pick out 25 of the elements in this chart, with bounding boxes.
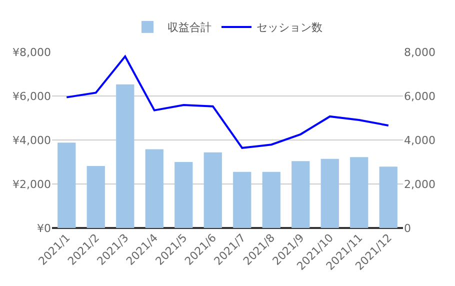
bar [145, 149, 164, 228]
bar [174, 162, 193, 228]
bar [292, 161, 310, 228]
y2-tick-label: 2,000 [404, 178, 436, 191]
bar [379, 166, 398, 228]
y2-tick-label: 0 [404, 222, 411, 235]
bar [262, 172, 280, 228]
bar [58, 142, 76, 228]
bar [320, 158, 339, 228]
legend-label: セッション数 [256, 21, 322, 34]
y2-tick-label: 6,000 [404, 90, 436, 103]
legend-label: 収益合計 [168, 21, 212, 34]
y-tick-label: ¥8,000 [12, 46, 51, 59]
y2-tick-label: 4,000 [404, 134, 436, 147]
bar [233, 172, 252, 228]
y-tick-label: ¥6,000 [12, 90, 51, 103]
bar [116, 84, 134, 228]
y-tick-label: ¥0 [37, 222, 51, 235]
line-series [66, 55, 390, 149]
bar [350, 157, 368, 228]
bar [204, 152, 222, 228]
bar [86, 166, 105, 228]
y-tick-label: ¥2,000 [12, 178, 51, 191]
y-tick-label: ¥4,000 [12, 134, 51, 147]
y2-tick-label: 8,000 [404, 46, 436, 59]
